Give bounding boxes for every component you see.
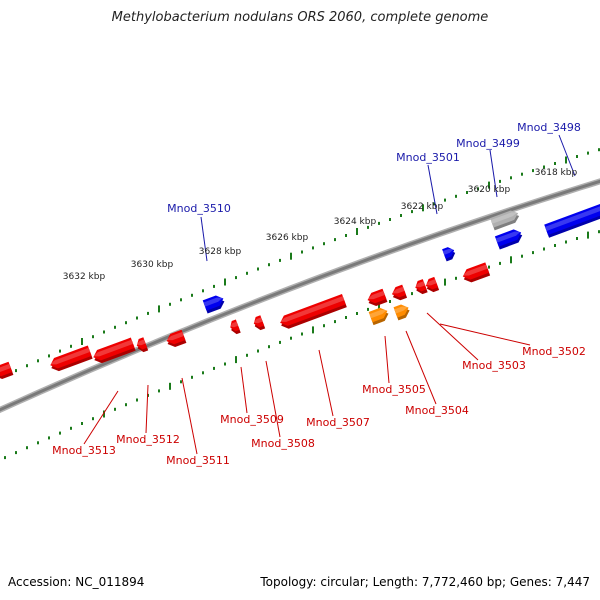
scale-label: 3624 kbp <box>334 217 377 227</box>
leader-line <box>427 164 438 215</box>
leader-line <box>181 377 198 455</box>
leader-line <box>439 323 531 346</box>
leader-line <box>200 216 208 262</box>
leader-line <box>405 330 437 405</box>
gene-label-forward[interactable]: Mnod_3510 <box>167 202 231 215</box>
gene-mnod-3498[interactable] <box>544 201 600 238</box>
gene-mnod-3503b[interactable] <box>413 279 428 296</box>
scale-label: 3630 kbp <box>131 260 174 270</box>
gene-mnod-3502[interactable] <box>461 262 491 284</box>
gene-label-reverse[interactable]: Mnod_3508 <box>251 437 315 450</box>
scale-label: 3632 kbp <box>63 272 106 282</box>
leader-line <box>265 360 281 438</box>
leader-line <box>145 384 149 434</box>
scale-label: 3620 kbp <box>468 185 511 195</box>
gene-label-reverse[interactable]: Mnod_3505 <box>362 383 426 396</box>
genome-backbone <box>0 179 600 412</box>
gene-label-reverse[interactable]: Mnod_3502 <box>522 345 586 358</box>
leader-line <box>489 149 498 198</box>
scale-label: 3626 kbp <box>266 233 309 243</box>
leader-line <box>558 134 576 177</box>
gene-label-forward[interactable]: Mnod_3501 <box>396 151 460 164</box>
topology-text: Topology: circular; Length: 7,772,460 bp… <box>260 575 590 589</box>
gene-label-reverse[interactable]: Mnod_3503 <box>462 359 526 372</box>
gene-label-reverse[interactable]: Mnod_3507 <box>306 416 370 429</box>
leader-line <box>318 349 334 417</box>
accession-text: Accession: NC_011894 <box>8 575 145 589</box>
leader-line <box>240 366 248 414</box>
gene-mnod-3509[interactable] <box>228 319 241 335</box>
leader-line <box>426 312 479 361</box>
gene-mnod-3499[interactable] <box>494 227 524 250</box>
gene-mnod-3500[interactable] <box>490 208 521 231</box>
gene-label-forward[interactable]: Mnod_3499 <box>456 137 520 150</box>
gene-mnod-3512[interactable] <box>135 337 149 353</box>
gene-mnod-3513a[interactable] <box>91 337 136 366</box>
gene-mnod-3505a[interactable] <box>393 302 412 321</box>
leader-line <box>83 390 119 445</box>
gene-mnod-3508[interactable] <box>252 315 266 331</box>
gene-mnod-3501[interactable] <box>442 245 457 262</box>
scale-label: 3628 kbp <box>199 247 242 257</box>
gene-label-reverse[interactable]: Mnod_3504 <box>405 404 469 417</box>
gene-mnod-3505[interactable] <box>368 306 391 326</box>
map-title: Methylobacterium nodulans ORS 2060, comp… <box>111 10 489 25</box>
leader-line <box>384 335 390 384</box>
gene-mnod-3510[interactable] <box>202 293 227 314</box>
gene-mnod-3503a[interactable] <box>424 276 440 294</box>
gene-mnod-3507[interactable] <box>278 294 347 331</box>
scale-label: 3622 kbp <box>401 202 444 212</box>
gene-label-reverse[interactable]: Mnod_3513 <box>52 444 116 457</box>
gene-label-reverse[interactable]: Mnod_3511 <box>166 454 230 467</box>
gene-label-forward[interactable]: Mnod_3498 <box>517 121 581 134</box>
gene-mnod-3504[interactable] <box>366 288 388 308</box>
scale-label: 3618 kbp <box>535 168 578 178</box>
gene-mnod-3514[interactable] <box>0 361 14 381</box>
gene-label-reverse[interactable]: Mnod_3512 <box>116 433 180 446</box>
gene-mnod-3513[interactable] <box>48 345 93 374</box>
gene-label-reverse[interactable]: Mnod_3509 <box>220 413 284 426</box>
gene-mnod-3511[interactable] <box>165 329 187 349</box>
gene-mnod-3503c[interactable] <box>390 284 408 303</box>
